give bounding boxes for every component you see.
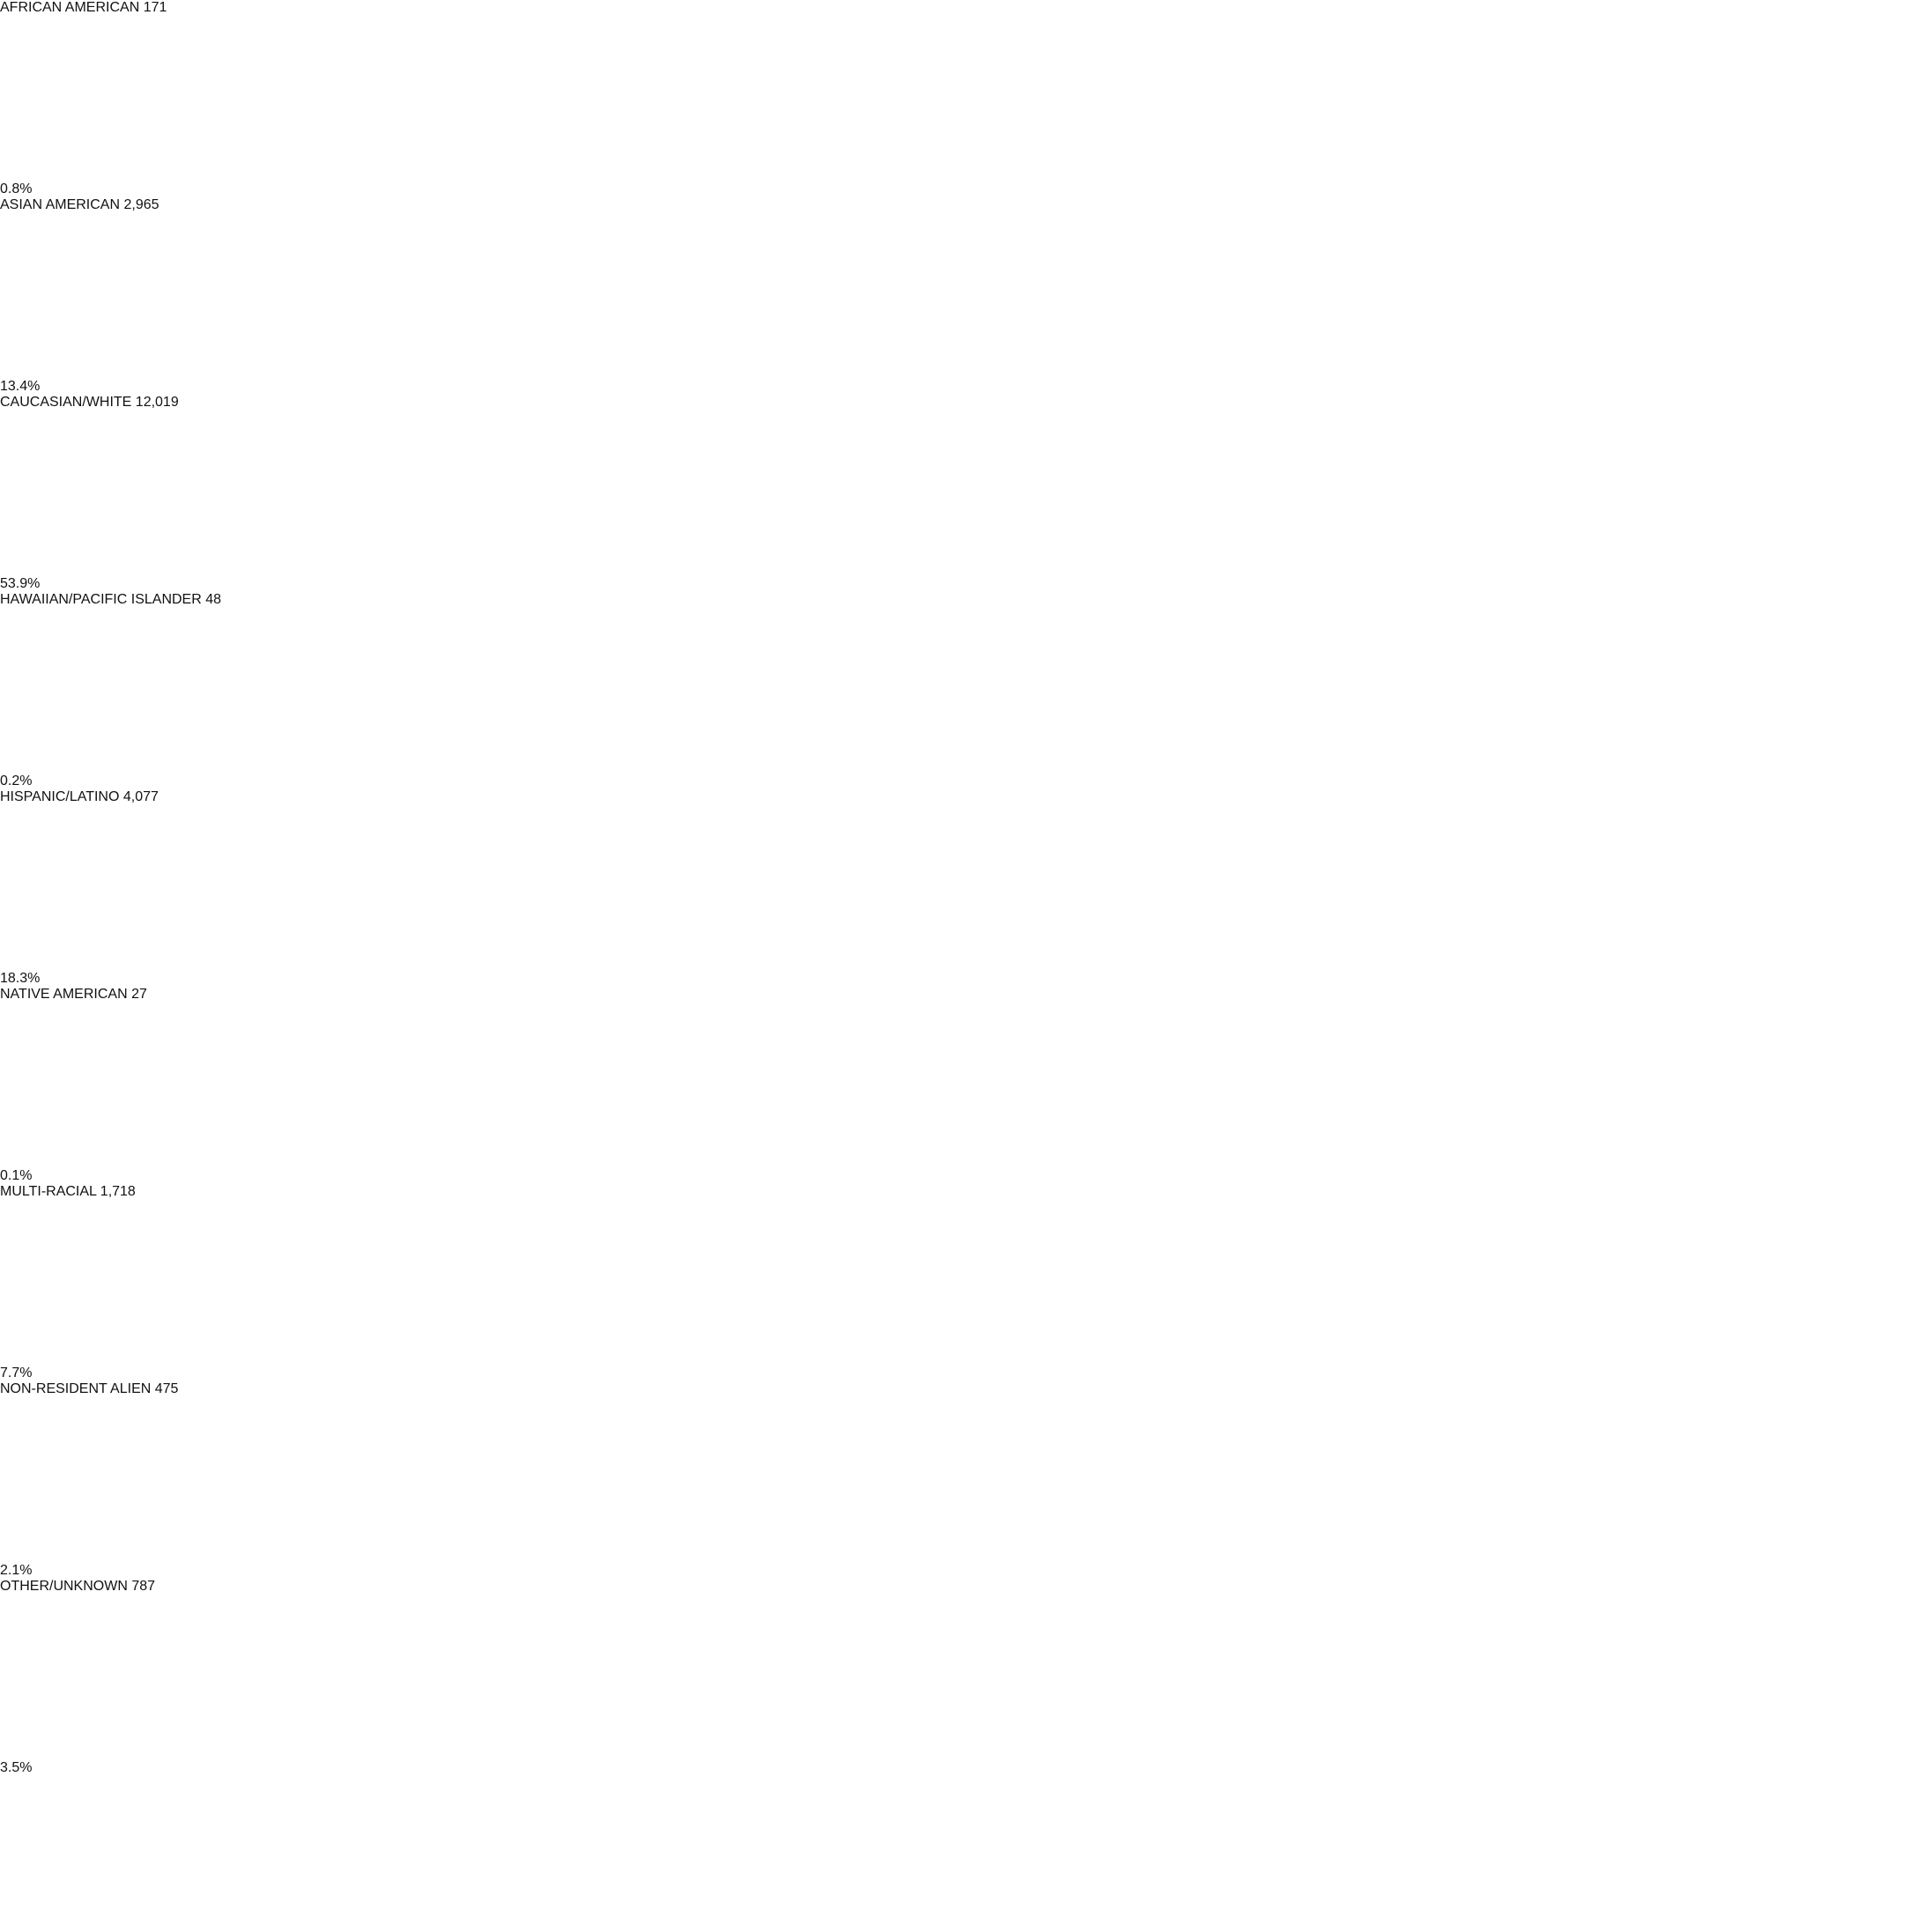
value-label: 7.7% xyxy=(0,1366,33,1381)
value-label: 0.8% xyxy=(0,181,33,196)
value-label: 0.2% xyxy=(0,774,33,788)
category-label: AFRICAN AMERICAN 171 xyxy=(0,0,167,15)
value-label: 0.1% xyxy=(0,1168,33,1183)
category-label: OTHER/UNKNOWN 787 xyxy=(0,1579,156,1594)
category-label: ASIAN AMERICAN 2,965 xyxy=(0,197,159,212)
category-label: HISPANIC/LATINO 4,077 xyxy=(0,789,159,804)
category-label: CAUCASIAN/WHITE 12,019 xyxy=(0,395,179,410)
value-label: 18.3% xyxy=(0,971,41,986)
value-label: 3.5% xyxy=(0,1760,33,1775)
value-label: 13.4% xyxy=(0,379,41,394)
category-label: MULTI-RACIAL 1,718 xyxy=(0,1184,136,1199)
category-label: NON-RESIDENT ALIEN 475 xyxy=(0,1381,179,1396)
value-label: 53.9% xyxy=(0,576,41,591)
value-label: 2.1% xyxy=(0,1563,33,1578)
category-label: HAWAIIAN/PACIFIC ISLANDER 48 xyxy=(0,592,222,607)
category-label: NATIVE AMERICAN 27 xyxy=(0,987,147,1002)
